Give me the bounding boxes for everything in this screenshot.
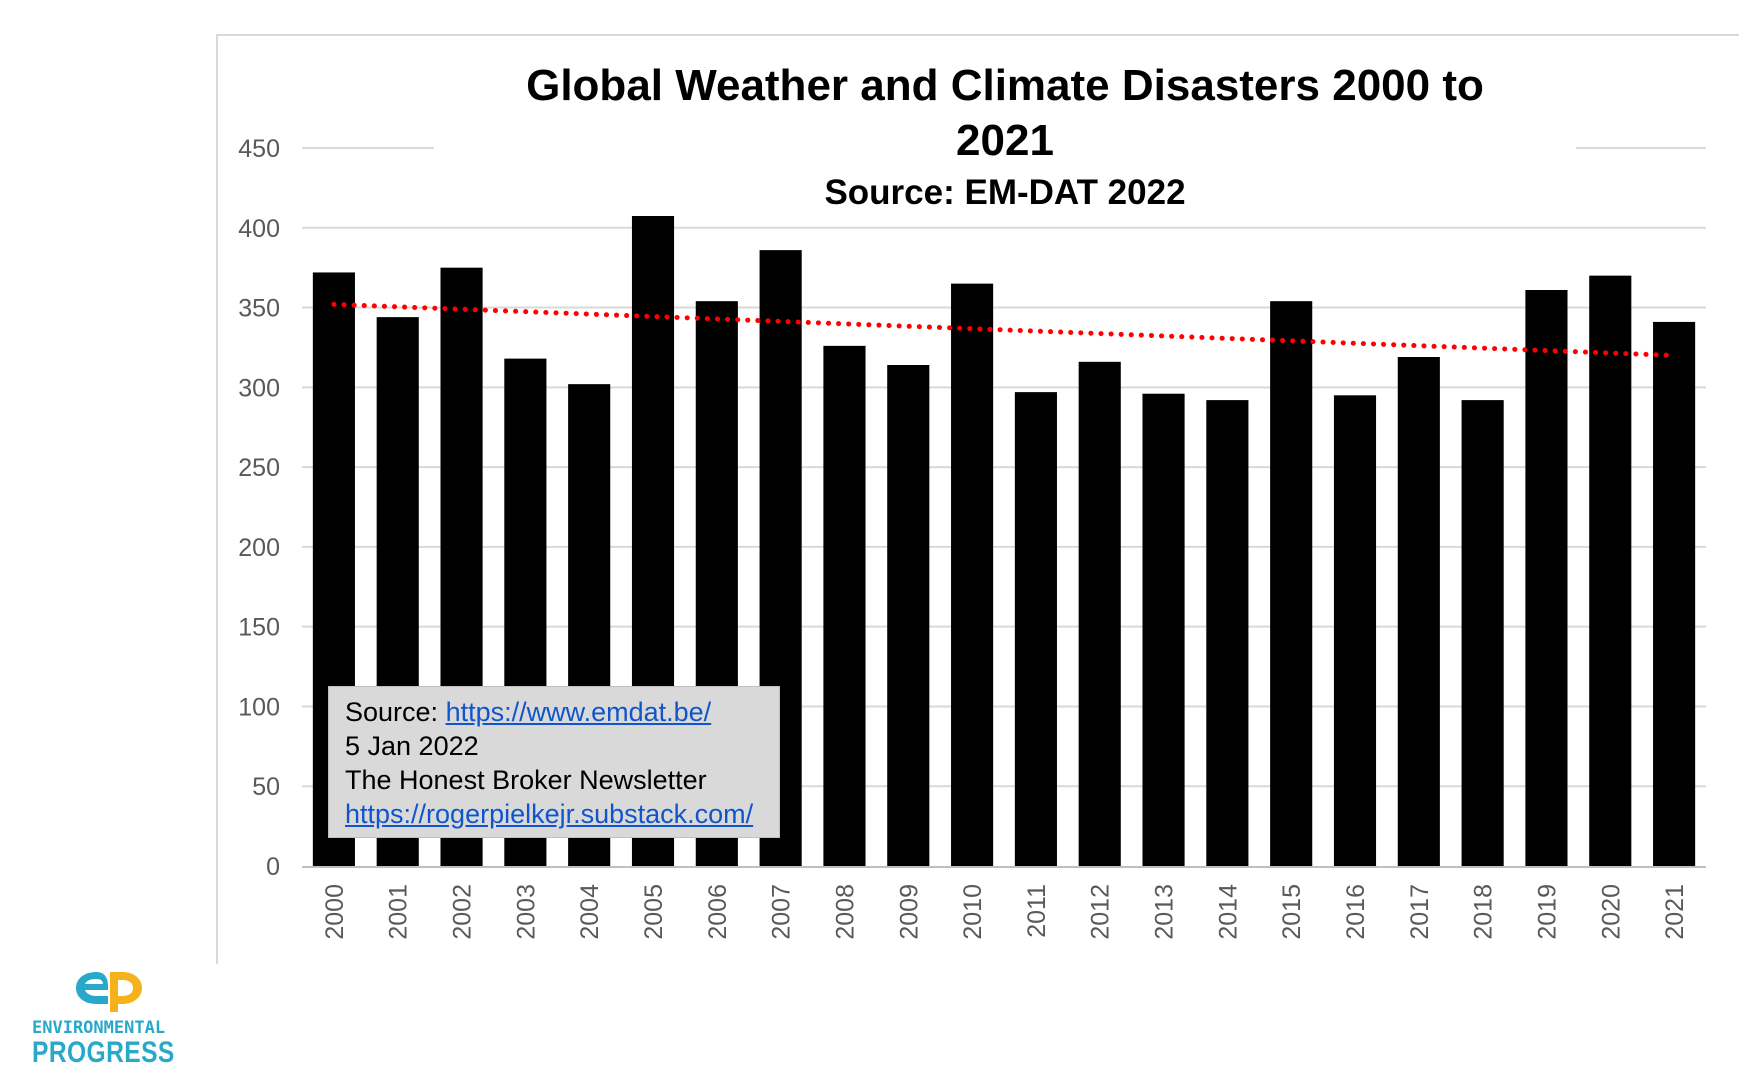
- trendline: [331, 301, 1677, 358]
- bar-2019: [1525, 290, 1568, 866]
- bar-2013: [1142, 393, 1185, 866]
- x-tick-label: 2013: [1151, 884, 1179, 940]
- x-tick-label: 2003: [512, 884, 540, 940]
- x-axis-ticks: 2000 2001 2002 2003 2004 2005 2006 2007 2008 2009…: [321, 884, 1689, 940]
- newsletter-link-line: https://rogerpielkejr.substack.com/: [345, 797, 779, 831]
- x-tick-label: 2004: [576, 884, 604, 940]
- x-tick-label: 2019: [1533, 884, 1561, 940]
- title-background: [434, 50, 1576, 216]
- y-tick-label: 300: [238, 374, 280, 402]
- source-label: Source:: [345, 697, 446, 727]
- chart-title-line-2: 2021: [956, 116, 1054, 165]
- bar-2016: [1333, 395, 1377, 866]
- x-tick-label: 2005: [640, 884, 668, 940]
- x-tick-label: 2007: [768, 884, 796, 940]
- x-tick-label: 2011: [1023, 884, 1051, 938]
- y-tick-label: 350: [238, 295, 280, 323]
- bar-2015: [1270, 301, 1313, 866]
- bar-2020: [1589, 275, 1632, 867]
- bar-2021: [1653, 321, 1696, 867]
- emdat-link[interactable]: https://www.emdat.be/: [445, 697, 712, 727]
- logo-line-2: PROGRESS: [32, 1036, 175, 1069]
- bar-2018: [1461, 400, 1504, 866]
- x-tick-label: 2014: [1214, 884, 1242, 940]
- bar-2012: [1078, 361, 1121, 866]
- x-tick-label: 2020: [1597, 884, 1625, 940]
- logo-line-1: ENVIRONMENTAL: [32, 1018, 166, 1038]
- x-tick-label: 2016: [1342, 884, 1370, 940]
- x-tick-label: 2006: [704, 884, 732, 940]
- y-tick-label: 250: [238, 454, 280, 482]
- substack-link[interactable]: https://rogerpielkejr.substack.com/: [345, 799, 754, 829]
- environmental-progress-logo: ENVIRONMENTAL PROGRESS: [32, 962, 182, 1072]
- x-tick-label: 2009: [895, 884, 923, 940]
- x-tick-label: 2000: [321, 884, 349, 940]
- newsletter-line: The Honest Broker Newsletter: [345, 765, 707, 795]
- chart-frame: [216, 34, 1739, 964]
- bar-2017: [1397, 357, 1440, 866]
- bar-2009: [887, 364, 930, 866]
- trend-line: [331, 301, 1677, 358]
- y-tick-label: 150: [238, 614, 280, 642]
- y-tick-label: 450: [238, 135, 280, 163]
- chart-title-line-1: Global Weather and Climate Disasters 200…: [526, 61, 1484, 110]
- y-tick-label: 50: [252, 773, 280, 801]
- x-tick-label: 2012: [1087, 884, 1115, 940]
- bar-2011: [1014, 392, 1057, 866]
- x-tick-label: 2002: [449, 884, 477, 940]
- chart-subtitle: Source: EM-DAT 2022: [824, 173, 1185, 212]
- x-tick-label: 2015: [1278, 884, 1306, 940]
- x-tick-label: 2018: [1470, 884, 1498, 940]
- y-axis-ticks: 0 50 100 150 200 250 300 350 400 450: [238, 135, 280, 881]
- x-tick-label: 2001: [385, 884, 413, 940]
- bar-2008: [823, 345, 866, 866]
- source-line: Source: https://www.emdat.be/: [345, 695, 779, 729]
- y-tick-label: 400: [238, 215, 280, 243]
- x-tick-label: 2010: [959, 884, 987, 940]
- x-tick-label: 2017: [1406, 884, 1434, 940]
- source-annotation-box: Source: https://www.emdat.be/ 5 Jan 2022…: [328, 686, 780, 838]
- y-tick-label: 0: [266, 853, 280, 881]
- y-tick-label: 200: [238, 534, 280, 562]
- date-line: 5 Jan 2022: [345, 731, 479, 761]
- ep-logo-icon: [76, 972, 142, 1012]
- bar-2010: [951, 283, 994, 867]
- x-tick-label: 2021: [1661, 884, 1689, 940]
- x-tick-label: 2008: [831, 884, 859, 940]
- y-tick-label: 100: [238, 693, 280, 721]
- bar-2014: [1206, 400, 1249, 866]
